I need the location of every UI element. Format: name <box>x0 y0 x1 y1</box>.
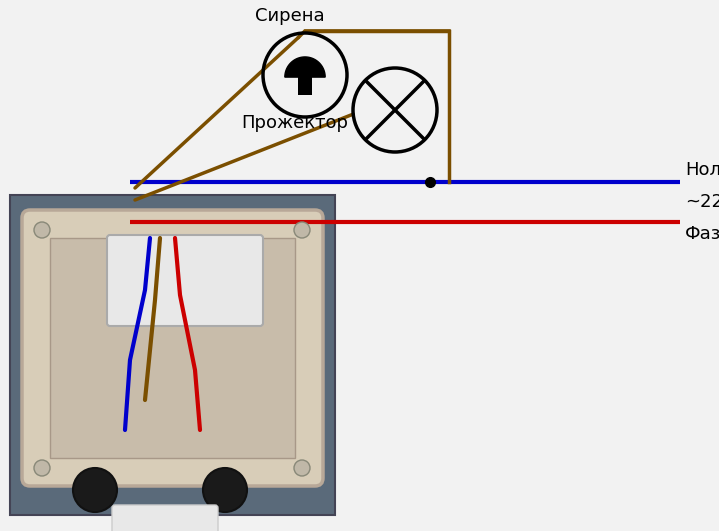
Text: ~220В: ~220В <box>685 193 719 211</box>
Text: Ноль: Ноль <box>685 161 719 179</box>
Polygon shape <box>285 57 325 77</box>
Text: Прожектор: Прожектор <box>241 114 348 132</box>
FancyBboxPatch shape <box>22 210 323 486</box>
Circle shape <box>73 468 117 512</box>
Circle shape <box>34 222 50 238</box>
Circle shape <box>294 222 310 238</box>
FancyBboxPatch shape <box>50 238 295 458</box>
Text: Фаза: Фаза <box>685 225 719 243</box>
Circle shape <box>294 460 310 476</box>
FancyBboxPatch shape <box>112 505 218 531</box>
FancyBboxPatch shape <box>107 235 263 326</box>
Text: Сирена: Сирена <box>255 7 325 25</box>
Circle shape <box>34 460 50 476</box>
Circle shape <box>203 468 247 512</box>
Bar <box>298 77 312 95</box>
FancyBboxPatch shape <box>10 195 335 515</box>
